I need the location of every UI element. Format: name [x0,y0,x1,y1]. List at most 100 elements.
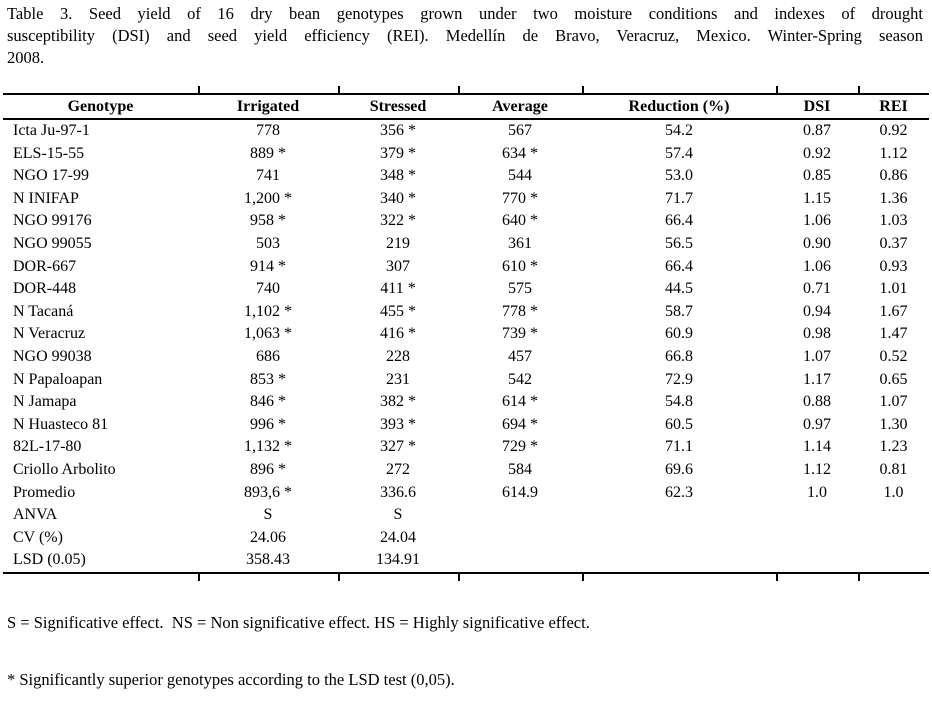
table-cell: 1.17 [803,370,831,388]
table-body: Icta Ju-97-1 778 356 * 567 54.2 0.87 0.92 ELS-1… [3,119,929,574]
table-cell: ANVA [13,506,58,524]
table-cell: 610 * [502,257,538,275]
table-cell: 503 [256,234,280,252]
table-cell: 1,063 * [244,325,292,343]
table-cell: 0.87 [803,122,831,139]
footnote-line: * Significantly superior genotypes accor… [7,669,455,689]
table-cell: 1.30 [879,415,908,433]
table-row: Icta Ju-97-1 778 356 * 567 54.2 0.87 0.92 [3,119,929,143]
table-cell: 853 * [250,370,286,388]
column-divider-tick [198,86,200,93]
table-row: N Papaloapan 853 * 231 542 72.9 1.17 0.65 [3,369,929,392]
table-cell: 0.90 [803,234,831,252]
table-cell: 741 [256,167,280,185]
column-header-reduction: Reduction (%) [582,94,776,120]
table-row: NGO 99176 958 * 322 * 640 * 66.4 1.06 1.03 [3,210,929,233]
table-cell: 739 * [502,325,538,343]
table-cell: 634 * [502,144,538,162]
table-row: DOR-448 740 411 * 575 44.5 0.71 1.01 [3,278,929,301]
table-cell: 393 * [380,415,416,433]
column-divider-tick [582,573,584,581]
column-divider-tick [858,573,860,581]
table-cell [582,549,776,574]
table-cell: NGO 99038 [13,347,92,365]
table-row: NGO 17-99 741 348 * 544 53.0 0.85 0.86 [3,165,929,188]
table-cell: 457 [508,347,532,365]
table-row: N Veracruz 1,063 * 416 * 739 * 60.9 0.98 1.47 [3,323,929,346]
table-cell: 0.93 [879,257,908,275]
table-row: NGO 99038 686 228 457 66.8 1.07 0.52 [3,346,929,369]
table-cell: Promedio [13,483,76,501]
caption-line: 2008. [7,48,45,67]
table-cell: 1.07 [803,347,831,365]
table-cell: 846 * [250,393,286,411]
table-row: Promedio 893,6 * 336.6 614.9 62.3 1.0 1.0 [3,482,929,505]
table-cell: 0.88 [803,393,831,411]
table-cell: 356 * [380,122,416,139]
table-cell [458,549,582,574]
table-cell: 740 [256,280,280,298]
table-cell: 53.0 [665,167,693,185]
table-cell: 379 * [380,144,416,162]
data-table: Genotype Irrigated Stressed Average Redu… [3,86,929,581]
column-header-genotype: Genotype [3,94,198,120]
table-cell: 1.0 [807,483,827,501]
table-row: N INIFAP 1,200 * 340 * 770 * 71.7 1.15 1.36 [3,188,929,211]
table-cell: 542 [508,370,532,388]
table-cell [582,527,776,550]
table-cell: N Tacaná [13,302,74,320]
table-cell: 336.6 [380,483,416,501]
table-cell: 348 * [380,167,416,185]
table-row: LSD (0.05) 358.43 134.91 [3,549,929,574]
table-cell: 0.85 [803,167,831,185]
page: Table 3. Seed yield of 16 dry bean genot… [0,3,932,727]
table-cell: 1.15 [803,189,831,207]
table-cell: 958 * [250,212,286,230]
column-divider-tick [458,86,460,93]
column-header-dsi: DSI [776,94,858,120]
caption-line: susceptibility (DSI) and seed yield effi… [7,26,923,45]
table-cell: 455 * [380,302,416,320]
column-divider-tick [458,573,460,581]
table-cell: 71.7 [665,189,693,207]
table-cell: S [393,506,403,524]
table-cell: ELS-15-55 [13,144,85,162]
table-cell: 914 * [250,257,286,275]
table-cell: 1.07 [879,393,908,411]
table-row: ANVA S S [3,504,929,527]
table-cell: 889 * [250,144,286,162]
table-cell: 694 * [502,415,538,433]
table-cell: NGO 17-99 [13,167,89,185]
table-cell: 770 * [502,189,538,207]
table-caption: Table 3. Seed yield of 16 dry bean genot… [7,3,923,69]
table-cell: 327 * [380,438,416,456]
table-cell: 1.06 [803,212,831,230]
table-cell: 614.9 [502,483,538,501]
table-cell: Criollo Arbolito [13,460,116,478]
table-cell: 24.04 [380,528,416,546]
table-cell [582,504,776,527]
table-cell: CV (%) [13,528,63,546]
table-cell: 272 [386,460,410,478]
table-cell: 71.1 [665,438,693,456]
table-cell: 778 * [502,302,538,320]
column-divider-tick [858,86,860,93]
table-cell: 1.12 [803,460,831,478]
column-header-irrigated: Irrigated [198,94,338,120]
table-cell: 1.67 [879,302,908,320]
table-cell: 0.81 [879,460,908,478]
column-divider-tick [776,573,778,581]
table-row: DOR-667 914 * 307 610 * 66.4 1.06 0.93 [3,256,929,279]
table-cell: 134.91 [338,549,458,574]
table-header-row: Genotype Irrigated Stressed Average Redu… [3,94,929,120]
table-cell: N Huasteco 81 [13,415,109,433]
table-cell: N INIFAP [13,189,79,207]
table-row: N Jamapa 846 * 382 * 614 * 54.8 0.88 1.07 [3,391,929,414]
table-cell: 614 * [502,393,538,411]
table-cell [858,504,929,527]
table-cell: 340 * [380,189,416,207]
table-cell: 0.97 [803,415,831,433]
table-cell: 1.01 [879,280,908,298]
table-cell: 60.9 [665,325,693,343]
table-cell [858,527,929,550]
